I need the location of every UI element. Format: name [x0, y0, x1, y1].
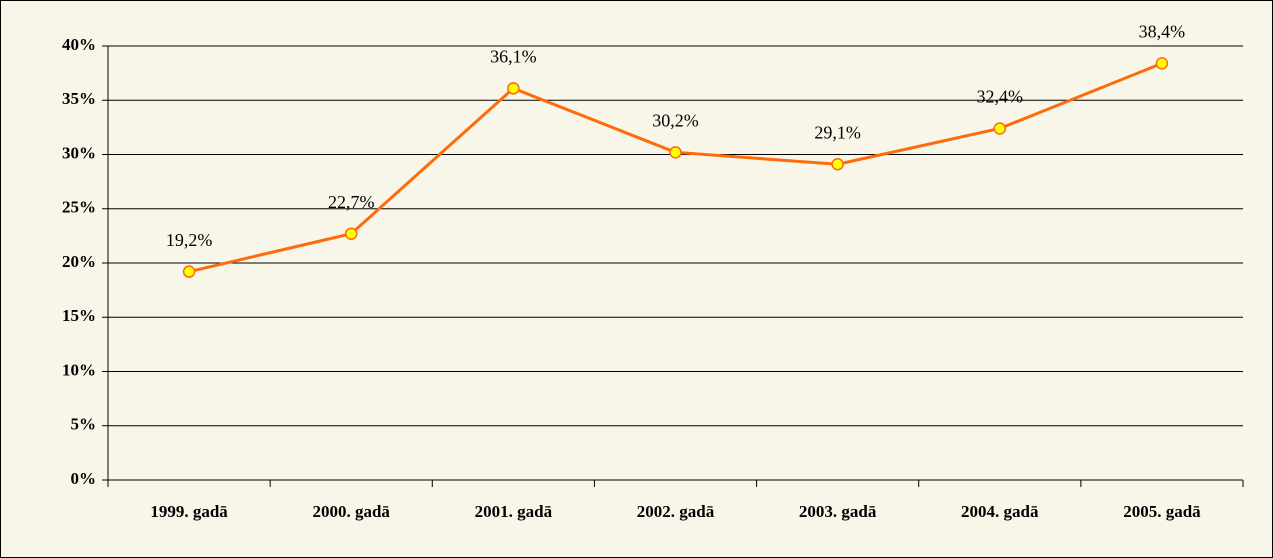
marker [831, 158, 844, 171]
x-tick-label: 1999. gadā [150, 502, 228, 521]
data-label: 22,7% [328, 192, 375, 212]
y-tick-label: 25% [62, 198, 96, 217]
x-tick-label: 2002. gadā [637, 502, 715, 521]
marker [507, 82, 520, 95]
y-tick-label: 5% [71, 415, 97, 434]
marker [993, 122, 1007, 135]
y-tick-label: 10% [62, 360, 96, 379]
y-tick-label: 15% [62, 306, 96, 325]
data-label: 30,2% [652, 110, 699, 130]
data-label: 38,4% [1139, 21, 1186, 41]
y-tick-label: 40% [62, 35, 96, 54]
x-tick-label: 2000. gadā [312, 502, 390, 521]
marker [669, 146, 682, 159]
data-label: 32,4% [977, 87, 1024, 107]
x-tick-label: 2004. gadā [961, 502, 1039, 521]
data-label: 19,2% [166, 230, 213, 250]
data-label: 29,1% [814, 122, 861, 142]
x-tick-label: 2003. gadā [799, 502, 877, 521]
y-tick-label: 0% [71, 469, 97, 488]
marker [1155, 57, 1169, 70]
data-label: 36,1% [490, 46, 537, 66]
x-tick-label: 2005. gadā [1123, 502, 1201, 521]
x-tick-label: 2001. gadā [475, 502, 553, 521]
y-tick-label: 20% [62, 252, 96, 271]
y-tick-label: 35% [62, 89, 96, 108]
marker [182, 265, 196, 278]
marker [344, 227, 358, 240]
y-tick-label: 30% [62, 143, 96, 162]
